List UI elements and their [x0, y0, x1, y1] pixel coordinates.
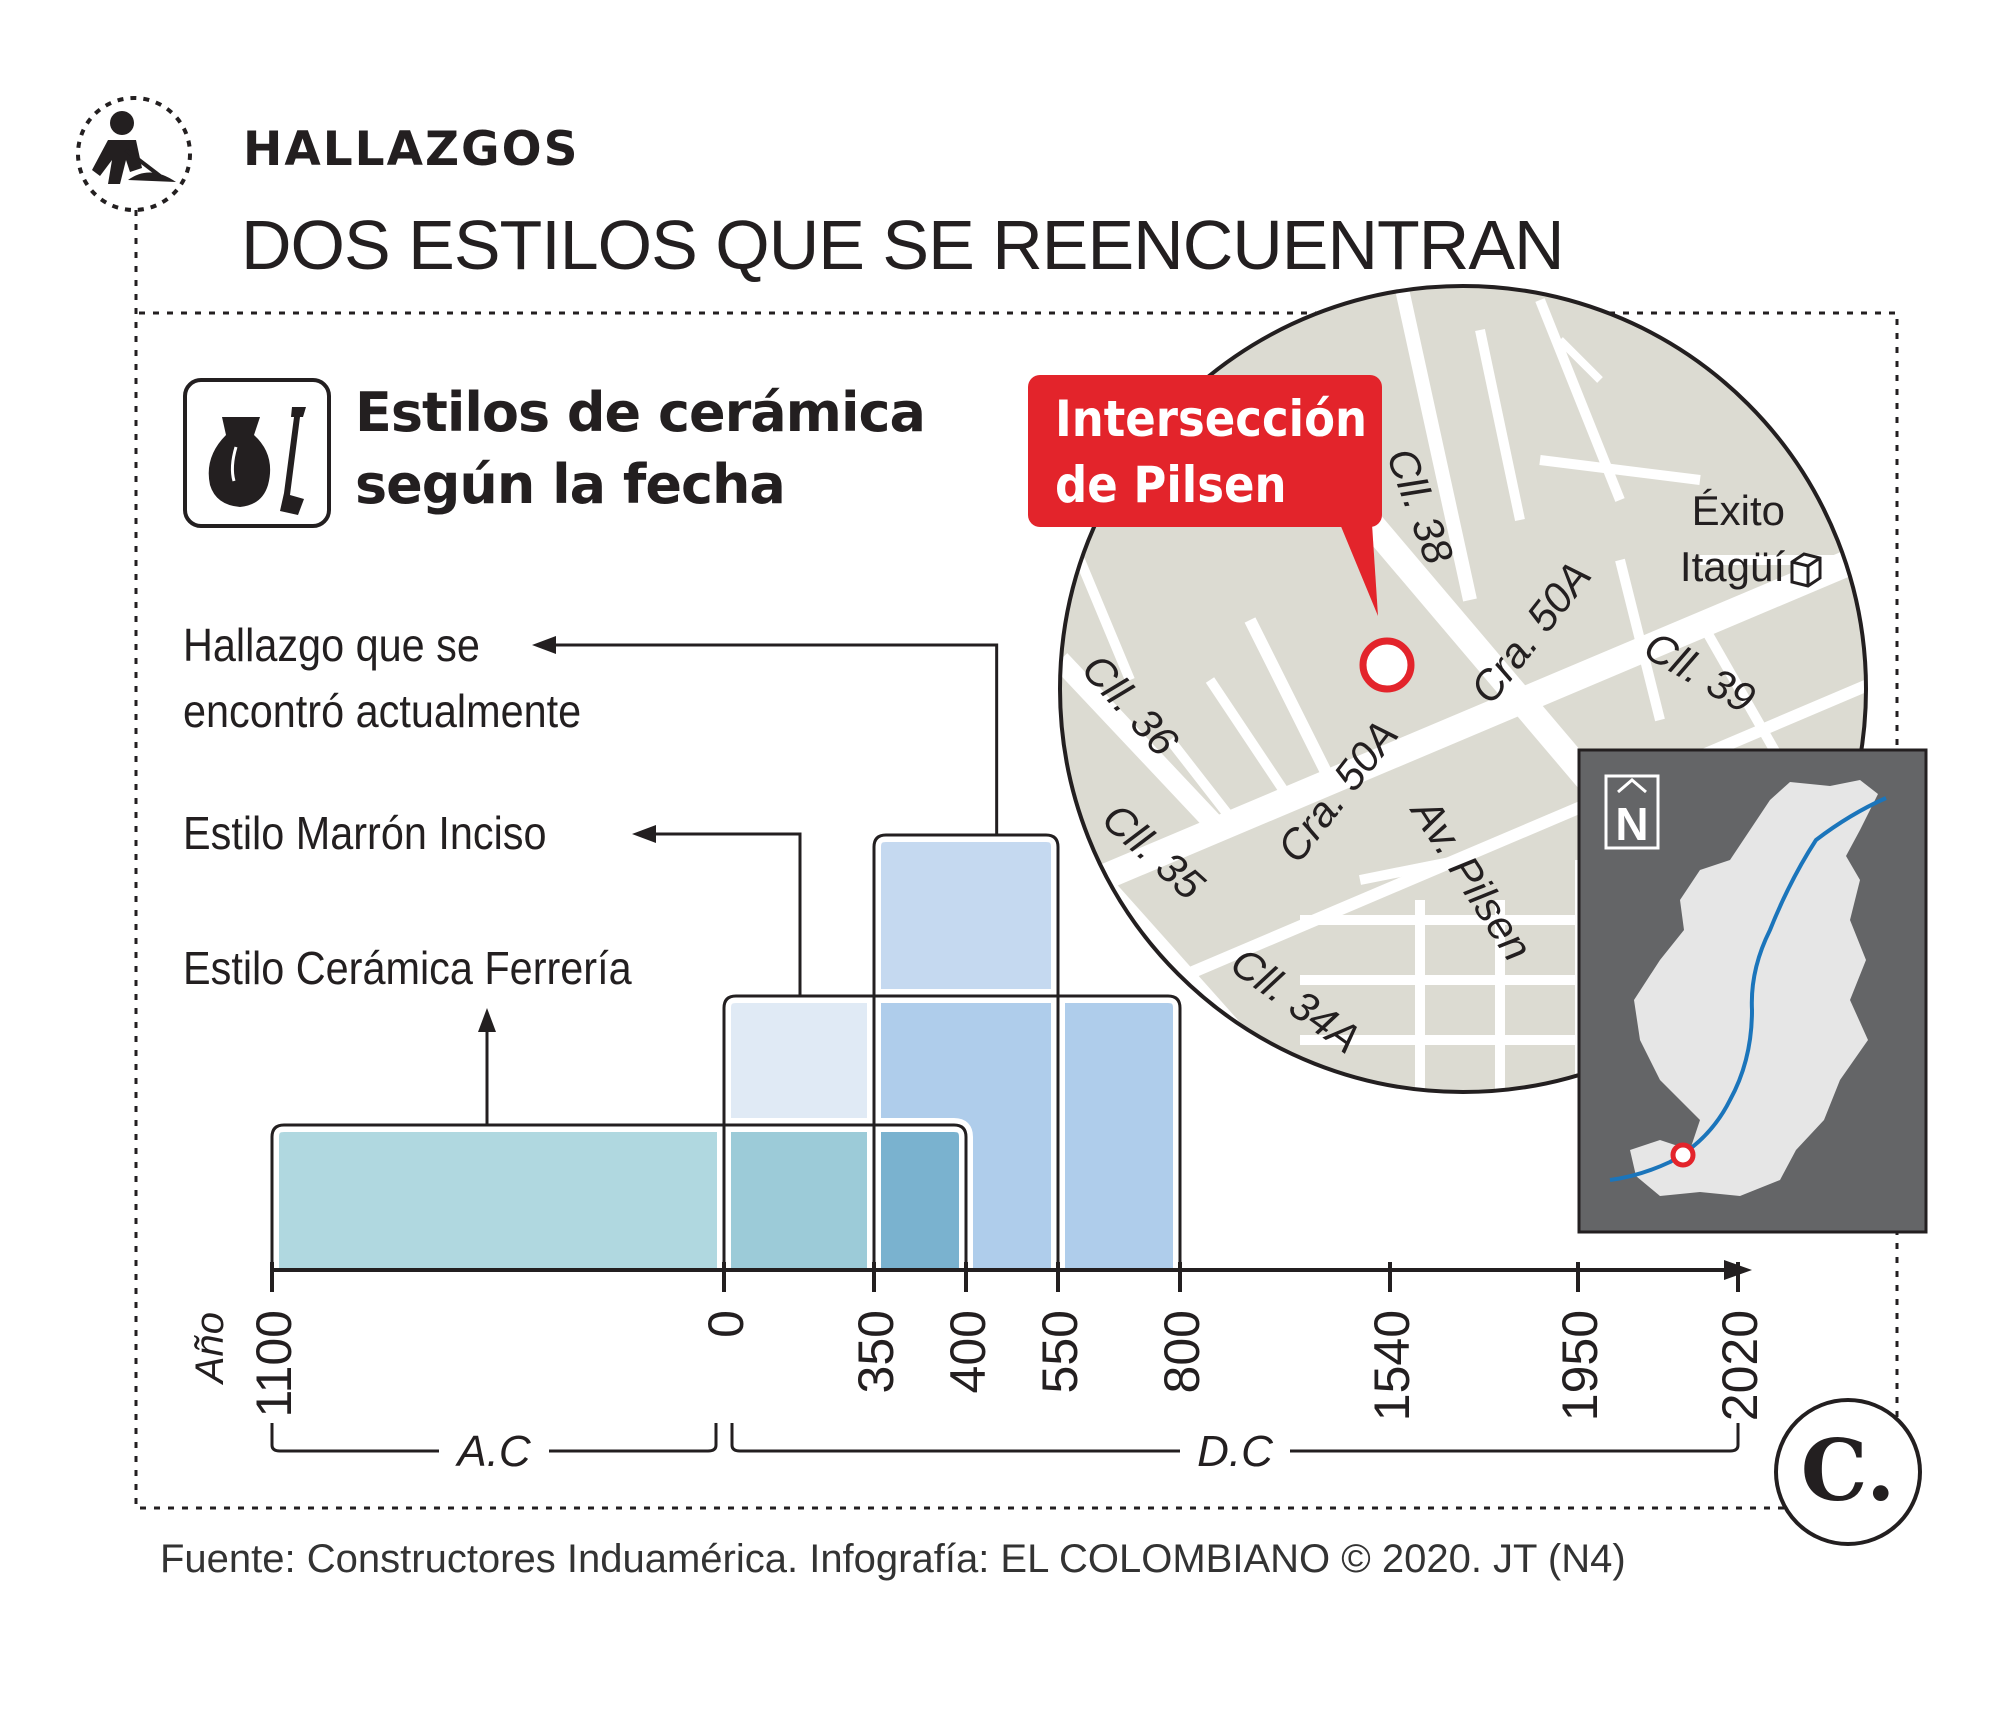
era-label-1: D.C: [1197, 1427, 1274, 1476]
tick-label-5: 800: [1154, 1310, 1210, 1393]
tick-label-0: 1100: [246, 1310, 302, 1418]
tick-label-1: 0: [698, 1310, 754, 1338]
era-bracket-right-0: [549, 1423, 718, 1453]
legend-hallazgo: Hallazgo que se encontró actualmente: [183, 612, 581, 744]
subtitle-line-2: según la fecha: [355, 453, 786, 516]
kicker: HALLAZGOS: [243, 122, 580, 177]
era-bracket-right-1: [1290, 1423, 1740, 1453]
north-arrow-icon: [1617, 778, 1647, 794]
legend-hallazgo-line-1: Hallazgo que se: [183, 619, 480, 671]
x-axis-label: Año: [188, 1312, 232, 1385]
poi-exito: Éxito Itagüí: [1655, 483, 1785, 595]
bar-marron-outline: [722, 994, 1182, 1270]
arrowhead-marron: [632, 825, 656, 843]
overlap-all: [874, 1125, 966, 1270]
logo-text: C.: [1801, 1421, 1896, 1520]
subtitle-line-1: Estilos de cerámica: [355, 381, 926, 444]
connector-marron: [655, 832, 802, 996]
chart-subtitle: Estilos de cerámica según la fecha: [355, 377, 995, 521]
page-title: DOS ESTILOS QUE SE REENCUENTRAN: [241, 206, 1565, 284]
inset-marker: [1670, 1142, 1696, 1168]
tick-label-4: 550: [1032, 1310, 1088, 1393]
legend-hallazgo-line-2: encontró actualmente: [183, 685, 582, 737]
map-outline: [1058, 284, 1868, 1094]
ceramics-icon: [183, 378, 331, 528]
poi-line-2: Itagüí: [1679, 543, 1785, 590]
north-box: [1604, 774, 1660, 850]
arrowhead-hallazgo: [532, 636, 556, 654]
callout-box: [1028, 375, 1382, 527]
location-marker: [1359, 637, 1415, 693]
callout-line-1: Intersección: [1055, 390, 1368, 448]
callout-pointer: [1340, 524, 1378, 616]
north-label: N: [1615, 798, 1648, 850]
poi-line-1: Éxito: [1691, 487, 1785, 534]
bar-hallazgo-outline: [872, 833, 1060, 1270]
connector-hallazgo: [555, 643, 999, 835]
worker-icon: [76, 96, 192, 212]
store-icon: [1790, 552, 1822, 588]
tick-label-7: 1950: [1552, 1310, 1608, 1421]
brand-logo: C.: [1774, 1398, 1922, 1546]
source-credit: Fuente: Constructores Induamérica. Infog…: [160, 1537, 1626, 1581]
tick-label-8: 2020: [1712, 1310, 1768, 1421]
era-bracket-left-0: [270, 1423, 439, 1453]
callout-line-2: de Pilsen: [1055, 456, 1287, 514]
era-label-0: A.C: [454, 1427, 532, 1476]
legend-marron: Estilo Marrón Inciso: [183, 807, 547, 859]
bar-ferreria-outline: [270, 1123, 968, 1270]
tick-label-2: 350: [848, 1310, 904, 1393]
era-bracket-left-1: [730, 1423, 1180, 1453]
arrowhead-ferreria: [478, 1008, 496, 1032]
tick-label-3: 400: [940, 1310, 996, 1393]
tick-label-6: 1540: [1364, 1310, 1420, 1421]
legend-ferreria: Estilo Cerámica Ferrería: [183, 942, 632, 994]
callout-text: Intersección de Pilsen: [1055, 386, 1367, 518]
